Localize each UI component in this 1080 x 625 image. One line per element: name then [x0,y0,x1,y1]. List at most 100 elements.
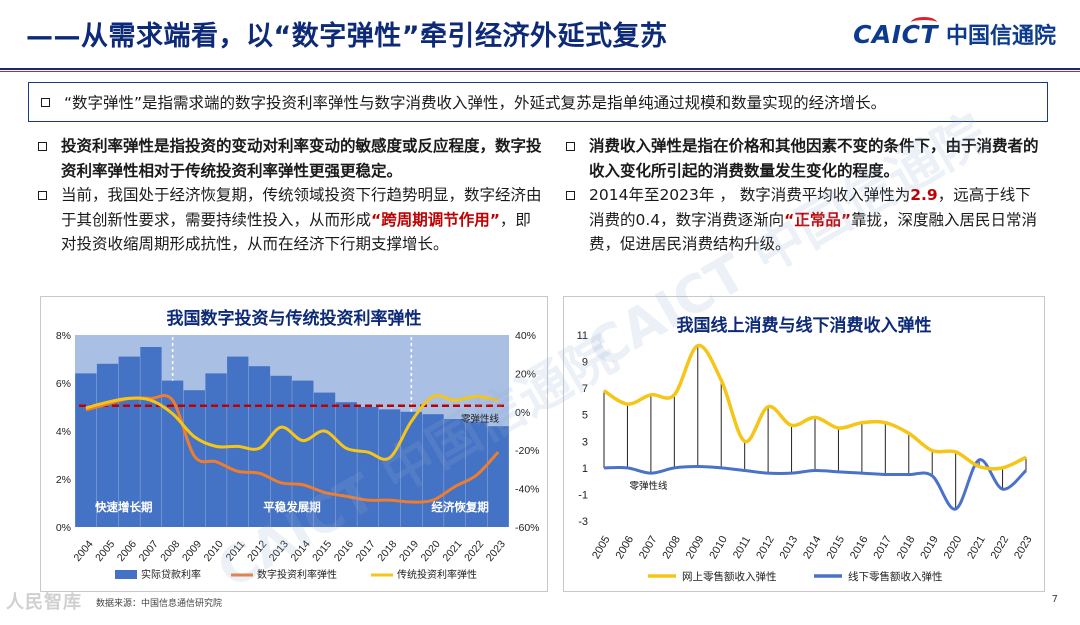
y-right-tick-label: -40% [515,484,540,496]
y-tick-label: 3 [582,436,588,448]
legend-label: 数字投资利率弹性 [257,568,337,581]
x-tick-label: 2021 [965,534,988,561]
x-tick-label: 2017 [354,538,378,564]
logo-cn-text: 中国信通院 [945,24,1056,49]
page-number: 7 [1051,594,1058,605]
x-tick-label: 2014 [288,538,312,564]
chart-1-title: 我国数字投资与传统投资利率弹性 [166,309,422,329]
x-tick-label: 2011 [731,534,753,560]
investment-elasticity-chart: 我国数字投资与传统投资利率弹性 零弹性线快速增长期 平稳发展期 经济恢复期 0% 2% 4… [40,296,548,592]
x-tick-label: 2020 [942,534,965,561]
bullet-square-icon [38,142,47,151]
y-left-tick-label: 4% [56,426,71,438]
y-right-tick-label: 20% [515,368,536,380]
bar-actual-loan-rate [379,409,401,527]
y-left-tick-label: 6% [56,378,71,390]
y-tick-label: 11 [577,330,588,342]
logo-caict-text: CAICT [853,16,938,49]
left-text-column: 投资利率弹性是指投资的变动对利率变动的敏感度或反应程度，数字投资利率弹性相对于传… [38,134,544,257]
legend-label: 传统投资利率弹性 [397,568,477,581]
bullet-square-icon [566,191,575,200]
x-tick-label: 2023 [1012,534,1035,561]
left-bullet-1: 投资利率弹性是指投资的变动对利率变动的敏感度或反应程度，数字投资利率弹性相对于传… [38,134,544,183]
legend-label: 实际贷款利率 [141,568,201,581]
bar-actual-loan-rate [227,356,249,527]
y-right-tick-label: 40% [515,330,536,342]
bullet-square-icon [38,191,47,200]
x-tick-label: 2006 [115,538,139,564]
bar-actual-loan-rate [183,390,205,527]
x-tick-label: 2015 [825,534,848,561]
line-offline-retail-elasticity [603,458,1028,511]
right-bullet-2-text: 2014年至2023年 ， 数字消费平均收入弹性为2.9，远高于线下消费的0.4… [589,186,1038,253]
header-rule-red [0,71,1080,72]
x-tick-label: 2020 [419,538,443,564]
caict-logo: CAICT 中国信通院 [853,16,1056,52]
bullet-square-icon [41,97,50,107]
x-tick-label: 2022 [462,538,486,564]
phase-label: 平稳发展期 [263,500,321,514]
bar-actual-loan-rate [292,380,314,527]
right-bullet-1-text: 消费收入弹性是指在价格和其他因素不变的条件下，由于消费者的收入变化所引起的消费数… [589,137,1039,180]
data-source: 数据来源：中国信息通信研究院 [96,599,223,609]
x-tick-label: 2017 [871,534,894,561]
bar-actual-loan-rate [140,347,162,527]
bar-actual-loan-rate [75,373,97,527]
left-bullet-2-text: 当前，我国处于经济恢复期，传统领域投资下行趋势明显，数字经济由于其创新性要求，需… [61,186,542,253]
legend-label: 网上零售额收入弹性 [682,570,777,583]
x-tick-label: 2022 [989,534,1012,561]
line-online-retail-elasticity [603,343,1027,471]
x-tick-label: 2016 [332,538,356,564]
y-right-tick-label: -20% [515,445,540,457]
chart-1-plot-background [75,335,509,527]
x-tick-label: 2007 [137,538,161,564]
y-right-tick-label: -60% [515,522,540,534]
y-tick-label: 1 [582,463,588,475]
x-tick-label: 2023 [484,538,508,564]
x-tick-label: 2011 [224,538,248,563]
y-tick-label: 5 [582,410,588,422]
legend-swatch [115,570,137,579]
y-left-tick-label: 2% [56,474,71,486]
line-digital-investment-elasticity [85,394,500,504]
right-text-column: 消费收入弹性是指在价格和其他因素不变的条件下，由于消费者的收入变化所引起的消费数… [566,134,1044,257]
x-tick-label: 2009 [180,538,204,564]
right-bullet-1: 消费收入弹性是指在价格和其他因素不变的条件下，由于消费者的收入变化所引起的消费数… [566,134,1044,183]
bar-actual-loan-rate [400,411,422,527]
y-right-tick-label: 0% [515,407,530,419]
y-tick-label: -3 [578,516,588,528]
y-tick-label: -1 [578,489,588,501]
header-band [0,0,1080,70]
x-tick-label: 2012 [754,534,777,561]
phase-label: 经济恢复期 [431,500,489,514]
phase-label: 快速增长期 [94,500,153,514]
legend-label: 线下零售额收入弹性 [848,570,943,583]
chart-2-title: 我国线上消费与线下消费收入弹性 [676,316,932,336]
x-tick-label: 2019 [918,534,941,561]
x-tick-label: 2005 [590,534,613,561]
corner-watermark: 人民智库 [6,592,82,613]
x-tick-label: 2018 [375,538,399,564]
highlight-avg-elasticity: 2.9 [910,186,938,204]
x-tick-label: 2006 [614,534,637,561]
x-tick-label: 2013 [267,538,291,564]
x-tick-label: 2015 [310,538,334,564]
highlight-cross-cycle: “跨周期调节作用” [371,210,500,229]
left-bullet-2: 当前，我国处于经济恢复期，传统领域投资下行趋势明显，数字经济由于其创新性要求，需… [38,183,544,257]
bar-actual-loan-rate [205,373,227,527]
x-tick-label: 2009 [684,534,707,561]
x-tick-label: 2016 [848,534,871,561]
x-tick-label: 2019 [397,538,421,564]
bullet-square-icon [566,142,575,151]
bar-actual-loan-rate [335,402,357,527]
zero-elasticity-label: 零弹性线 [629,480,668,492]
x-tick-label: 2004 [71,538,95,564]
header-rule-navy [0,68,1080,70]
line-traditional-investment-elasticity [85,394,499,461]
zero-elasticity-label: 零弹性线 [461,413,500,425]
left-bullet-1-text: 投资利率弹性是指投资的变动对利率变动的敏感度或反应程度，数字投资利率弹性相对于传… [61,137,542,180]
x-tick-label: 2008 [660,534,683,561]
x-tick-label: 2005 [93,538,117,564]
